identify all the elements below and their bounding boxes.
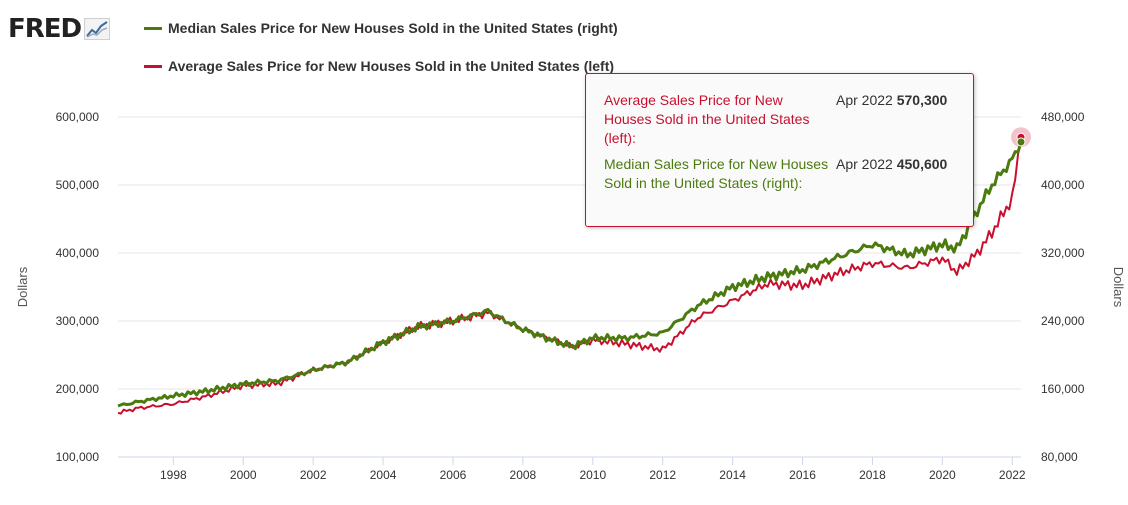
x-tick-label: 2014 [719, 468, 746, 482]
x-tick-label: 1998 [160, 468, 187, 482]
legend-label-median: Median Sales Price for New Houses Sold i… [168, 20, 618, 36]
hover-markers [1011, 127, 1031, 148]
left-tick-label: 500,000 [56, 178, 100, 192]
logo-text: FRED [8, 14, 82, 44]
right-tick-label: 400,000 [1041, 178, 1085, 192]
tooltip-date-value: Apr 2022 450,600 [836, 155, 947, 174]
left-axis-ticks: 100,000 200,000 300,000 400,000 500,000 600,0… [56, 110, 100, 464]
x-tick-label: 2020 [929, 468, 956, 482]
x-axis-ticks: 1998 2000 2002 2004 2006 2008 2010 2012 2014 2016… [160, 457, 1026, 482]
x-tick-label: 2004 [370, 468, 397, 482]
left-tick-label: 100,000 [56, 450, 100, 464]
tooltip-value: 570,300 [896, 92, 948, 108]
right-tick-label: 160,000 [1041, 382, 1085, 396]
legend-item-median[interactable]: Median Sales Price for New Houses Sold i… [144, 20, 618, 36]
tooltip-date-value: Apr 2022 570,300 [836, 91, 947, 110]
chart-line-icon [84, 18, 111, 40]
tooltip: Average Sales Price for New Houses Sold … [585, 73, 974, 227]
left-tick-label: 200,000 [56, 382, 100, 396]
x-tick-label: 2010 [579, 468, 606, 482]
left-tick-label: 300,000 [56, 314, 100, 328]
x-tick-label: 2012 [649, 468, 676, 482]
left-tick-label: 600,000 [56, 110, 100, 124]
right-tick-label: 240,000 [1041, 314, 1085, 328]
series-line-average [117, 137, 1022, 415]
left-tick-label: 400,000 [56, 246, 100, 260]
series-group [117, 137, 1023, 415]
series-line-median [117, 141, 1023, 408]
tooltip-series-name: Average Sales Price for New Houses Sold … [604, 92, 810, 146]
tooltip-value: 450,600 [896, 156, 948, 172]
left-axis-title: Dollars [15, 266, 30, 307]
fred-logo[interactable]: FRED [8, 14, 111, 44]
legend-swatch-average [144, 64, 162, 68]
legend-item-average[interactable]: Average Sales Price for New Houses Sold … [144, 58, 614, 74]
x-tick-label: 2018 [859, 468, 886, 482]
right-tick-label: 80,000 [1041, 450, 1078, 464]
right-axis-ticks: 80,000 160,000 240,000 320,000 400,000 480,00… [1041, 110, 1085, 464]
x-tick-label: 2002 [300, 468, 327, 482]
hover-point-median [1016, 137, 1026, 147]
x-tick-label: 2016 [789, 468, 816, 482]
x-tick-label: 2006 [440, 468, 467, 482]
tooltip-series-name: Median Sales Price for New Houses Sold i… [604, 156, 829, 191]
right-tick-label: 320,000 [1041, 246, 1085, 260]
right-axis-title: Dollars [1111, 267, 1126, 308]
x-tick-label: 2000 [230, 468, 257, 482]
x-tick-label: 2008 [510, 468, 537, 482]
tooltip-date: Apr 2022 [836, 156, 893, 172]
x-tick-label: 2022 [999, 468, 1026, 482]
legend-swatch-median [144, 26, 162, 30]
right-tick-label: 480,000 [1041, 110, 1085, 124]
legend-label-average: Average Sales Price for New Houses Sold … [168, 58, 615, 74]
tooltip-date: Apr 2022 [836, 92, 893, 108]
